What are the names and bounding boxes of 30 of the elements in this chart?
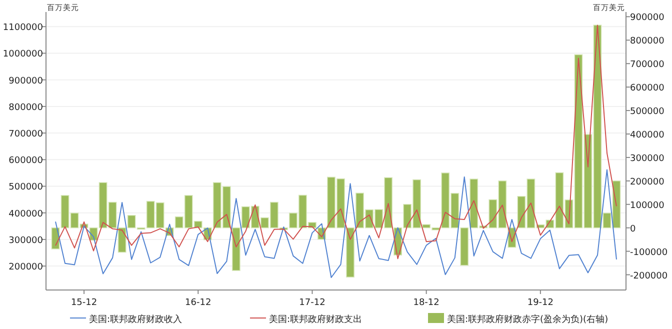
- y-tick-label: 700000: [8, 130, 44, 140]
- y-tick-label: 800000: [8, 102, 44, 113]
- y-tick-label: 200000: [8, 262, 44, 273]
- y2-tick-label: 0: [630, 224, 636, 234]
- y2-tick-label: 300000: [630, 154, 665, 164]
- legend-label: 美国:联邦政府财政支出: [269, 314, 362, 325]
- y-tick-label: 1100000: [2, 23, 44, 34]
- legend-label: 美国:联邦政府财政赤字(盈余为负)(右轴): [447, 314, 608, 325]
- y2-tick-label: 400000: [630, 130, 665, 140]
- y2-tick-label: -200000: [630, 271, 668, 282]
- legend-label: 美国:联邦政府财政收入: [89, 314, 182, 325]
- y2-tick-label: -100000: [630, 248, 668, 258]
- y-tick-label: 600000: [8, 156, 44, 166]
- y-tick-label: 1000000: [2, 50, 44, 60]
- x-tick-label: 16-12: [185, 298, 212, 308]
- y-tick-label: 900000: [8, 76, 44, 86]
- x-tick-label: 18-12: [413, 298, 440, 308]
- y-tick-label: 300000: [8, 236, 44, 246]
- y2-tick-label: 600000: [630, 84, 665, 94]
- x-tick-label: 17-12: [299, 298, 326, 308]
- y2-tick-label: 200000: [630, 177, 665, 188]
- x-tick-label: 19-12: [527, 298, 554, 308]
- y-tick-label: 500000: [8, 182, 44, 193]
- y2-tick-label: 900000: [630, 13, 665, 24]
- y2-tick-label: 100000: [630, 200, 665, 211]
- y2-tick-label: 700000: [630, 60, 665, 70]
- x-tick-label: 15-12: [70, 298, 98, 308]
- y2-tick-label: 500000: [630, 107, 665, 118]
- y2-tick-label: 800000: [630, 36, 665, 47]
- y-tick-label: 400000: [8, 209, 44, 220]
